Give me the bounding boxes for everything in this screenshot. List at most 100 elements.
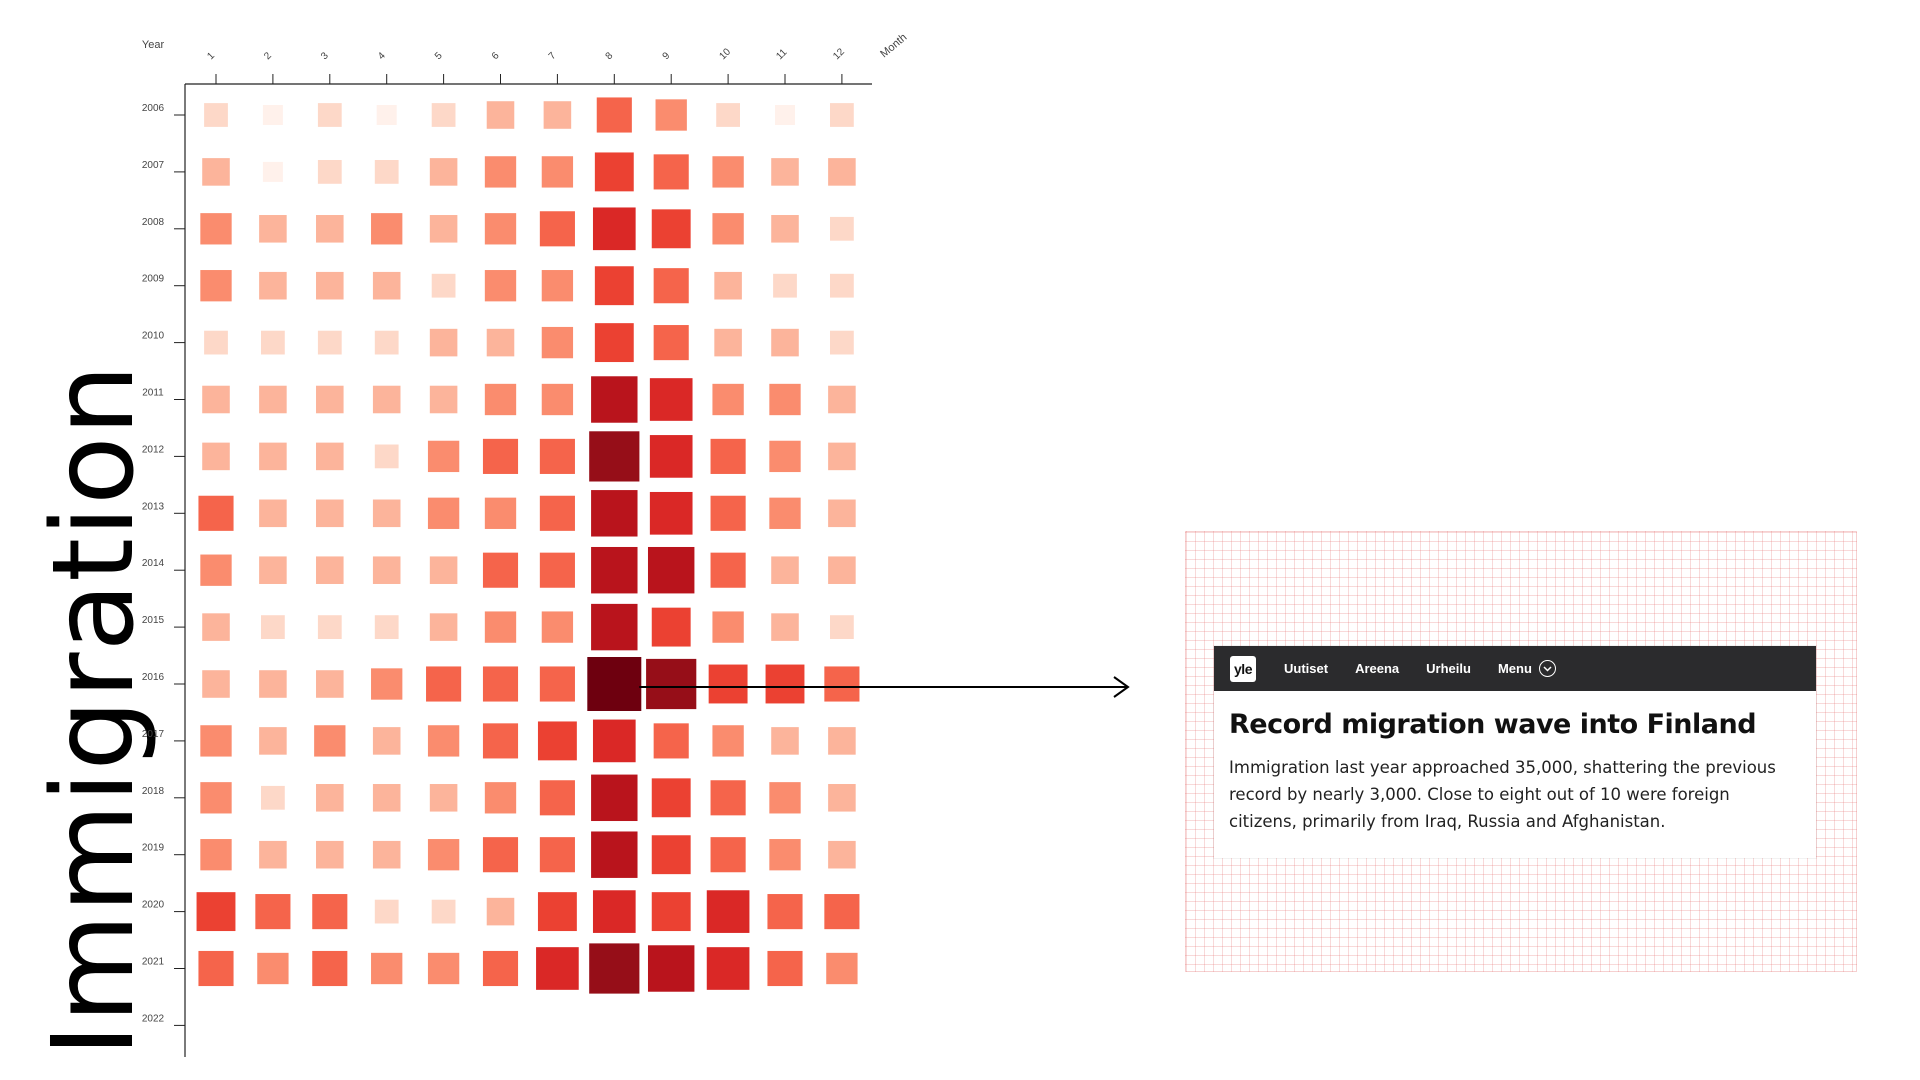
- heatmap-cell: [714, 328, 742, 357]
- heatmap-cell: [591, 546, 638, 594]
- heatmap-cell: [824, 666, 860, 702]
- heatmap-cell: [196, 892, 236, 932]
- heatmap-cell: [371, 952, 403, 985]
- heatmap-cell: [651, 892, 691, 932]
- y-tick-label: 2019: [142, 843, 165, 854]
- heatmap-cell: [539, 495, 575, 531]
- heatmap-cell: [769, 440, 801, 473]
- heatmap-cell: [653, 154, 689, 190]
- y-tick-label: 2006: [142, 103, 165, 114]
- x-tick-label: 10: [717, 46, 733, 62]
- heatmap-cell: [259, 271, 287, 300]
- heatmap-cell: [259, 670, 287, 698]
- heatmap-cell: [591, 774, 638, 822]
- heatmap-cell: [706, 890, 750, 933]
- heatmap-cell: [312, 950, 348, 987]
- news-headline[interactable]: Record migration wave into Finland: [1229, 709, 1757, 740]
- y-tick-label: 2014: [142, 558, 165, 569]
- heatmap-cell: [482, 950, 519, 987]
- heatmap-cell: [374, 899, 399, 924]
- heatmap-cell: [429, 328, 458, 357]
- nav-menu-button[interactable]: Menu: [1498, 660, 1556, 677]
- nav-menu-label: Menu: [1497, 661, 1532, 676]
- heatmap-cell: [259, 840, 287, 869]
- heatmap-cell: [257, 952, 289, 985]
- heatmap-cell: [647, 546, 695, 594]
- heatmap-cell: [200, 782, 232, 814]
- x-tick-label: 4: [376, 50, 388, 62]
- heatmap-cell: [830, 330, 854, 355]
- heatmap-cell: [646, 658, 697, 710]
- heatmap-cell: [716, 103, 740, 127]
- heatmap-cell: [431, 273, 456, 298]
- heatmap-cell: [431, 899, 456, 924]
- y-tick-label: 2016: [142, 672, 165, 683]
- heatmap-cell: [316, 556, 344, 584]
- heatmap-cell: [427, 440, 460, 473]
- heatmap-cell: [316, 784, 344, 812]
- news-card-grid-background: yle Uutiset Areena Urheilu Menu Record m…: [1185, 531, 1857, 972]
- x-tick-label: 2: [262, 50, 274, 62]
- heatmap-cell: [539, 666, 575, 702]
- heatmap-cell: [312, 894, 348, 930]
- y-tick-label: 2007: [142, 160, 165, 171]
- heatmap-cell: [771, 215, 799, 243]
- news-summary: Immigration last year approached 35,000,…: [1229, 758, 1776, 831]
- heatmap-cell: [712, 383, 744, 416]
- heatmap-cell: [541, 611, 574, 643]
- heatmap-cell: [429, 784, 458, 812]
- heatmap-cell: [541, 156, 574, 188]
- heatmap-cell: [596, 97, 632, 133]
- heatmap-cell: [200, 213, 232, 245]
- heatmap-cell: [712, 611, 744, 643]
- x-tick-label: 7: [547, 50, 559, 62]
- chevron-down-circle-icon: [1538, 660, 1556, 677]
- x-axis-title: Month: [878, 31, 909, 60]
- heatmap-cell: [429, 385, 458, 414]
- x-tick-label: 5: [433, 50, 445, 62]
- nav-item-uutiset[interactable]: Uutiset: [1284, 661, 1329, 676]
- heatmap-cell: [484, 213, 517, 245]
- heatmap-cell: [427, 839, 460, 871]
- arrow-head-icon: [1113, 676, 1130, 698]
- y-tick-label: 2009: [142, 274, 165, 285]
- heatmap-cell: [712, 156, 744, 188]
- heatmap-cell: [202, 385, 230, 414]
- nav-item-urheilu[interactable]: Urheilu: [1426, 661, 1471, 676]
- heatmap-cell: [592, 719, 636, 763]
- heatmap-cell: [773, 273, 797, 298]
- news-article-card[interactable]: yle Uutiset Areena Urheilu Menu Record m…: [1214, 646, 1816, 858]
- heatmap-cell: [828, 499, 856, 528]
- heatmap-cell: [261, 615, 285, 639]
- heatmap-cell: [714, 271, 742, 300]
- x-tick-label: 8: [604, 50, 616, 62]
- heatmap-cell: [712, 725, 744, 757]
- heatmap-cell: [200, 270, 232, 302]
- heatmap-cell: [316, 840, 344, 869]
- heatmap-cell: [655, 99, 687, 131]
- heatmap-cell: [261, 785, 285, 810]
- heatmap-cell: [317, 103, 342, 127]
- y-tick-label: 2011: [142, 388, 164, 399]
- yle-logo[interactable]: yle: [1230, 655, 1256, 682]
- heatmap-cell: [374, 615, 399, 639]
- x-tick-label: 6: [490, 50, 502, 62]
- heatmap-cell: [200, 725, 232, 757]
- heatmap-cell: [826, 952, 858, 985]
- heatmap-cell: [259, 385, 287, 414]
- heatmap-cell: [316, 271, 344, 300]
- heatmap-cell: [710, 780, 746, 816]
- heatmap-cell: [830, 103, 854, 127]
- heatmap-cell: [587, 657, 642, 711]
- heatmap-cell: [710, 837, 746, 873]
- heatmap-cell: [202, 613, 230, 641]
- heatmap-cell: [541, 270, 574, 302]
- heatmap-cell: [482, 438, 519, 474]
- x-tick-label: 1: [205, 50, 217, 62]
- heatmap-cell: [426, 666, 462, 702]
- heatmap-cell: [316, 215, 344, 243]
- nav-item-areena[interactable]: Areena: [1355, 661, 1400, 676]
- heatmap-cell: [649, 378, 693, 421]
- heatmap-cell: [771, 158, 799, 186]
